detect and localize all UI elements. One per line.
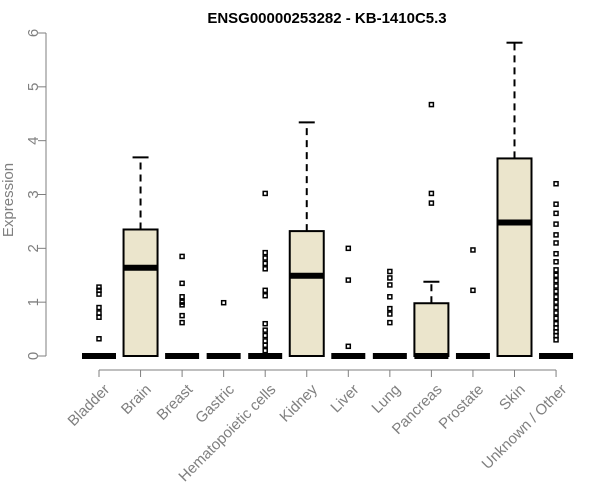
outlier-point [553,315,559,322]
y-tick-label: 0 [25,352,42,360]
outlier-point [553,320,559,327]
outlier-point [179,280,185,287]
box [413,302,450,358]
outlier-point [553,310,559,316]
outlier-point [387,294,393,300]
outlier-point [262,190,268,197]
outlier-point [179,253,185,260]
outlier-point [96,336,102,342]
x-tick-label: Prostate [436,381,488,433]
outlier-point [387,275,393,281]
outlier-point [553,299,559,305]
outlier-point [428,190,435,197]
outlier-point [387,305,393,312]
outlier-point [262,292,268,299]
outlier-point [553,304,559,311]
outlier-point [262,327,268,333]
outlier-point [553,259,559,265]
outlier-point [262,249,268,256]
x-tick-label: Liver [327,381,362,416]
y-tick-label: 6 [25,29,42,37]
box-group-pancreas [413,101,450,359]
outlier-point [553,232,559,238]
box-group-unknown-other [539,180,574,359]
box [496,157,533,357]
outlier-point [553,337,559,343]
box-group-lung [372,268,407,359]
outlier-point [387,268,393,275]
outlier-point [553,283,559,289]
outlier-point [262,255,268,261]
box-group-kidney [288,121,325,358]
outlier-point [262,287,268,294]
y-tick-label: 1 [25,298,42,306]
outlier-point [345,277,352,283]
y-axis: 0 1 2 3 4 5 6 [25,29,47,360]
box-group-gastric [206,299,241,359]
y-tick-label: 5 [25,83,42,91]
outlier-point [345,245,352,252]
outlier-point [553,294,559,300]
x-tick-label: Kidney [276,381,321,426]
outlier-point [179,312,185,319]
outlier-point [470,287,476,294]
outlier-point [553,201,559,207]
box-group-prostate [455,247,490,359]
outlier-point [553,180,559,187]
outlier-point [428,200,435,206]
box-group-breast [165,253,200,359]
box-group-hematopoietic-cells [248,190,283,359]
outlier-point [387,311,393,317]
outlier-point [96,314,102,320]
x-tick-label: Lung [368,381,404,417]
outlier-point [553,240,559,246]
outlier-point [96,287,102,294]
x-tick-label: Bladder [65,381,114,430]
outlier-point [96,284,102,290]
outlier-point [470,247,476,253]
y-tick-label: 3 [25,190,42,198]
outlier-point [553,221,559,227]
chart-title: ENSG00000253282 - KB-1410C5.3 [207,10,446,27]
outlier-point [262,260,268,267]
x-tick-label: Brain [118,381,155,418]
box [122,228,159,357]
y-tick-label: 4 [25,136,42,144]
y-tick-label: 2 [25,244,42,252]
outlier-point [553,272,559,278]
outlier-point [553,210,559,217]
outlier-point [262,266,268,272]
outlier-point [262,347,268,354]
outlier-point [262,320,268,327]
box-group-bladder [82,284,116,359]
x-tick-label: Breast [154,381,197,424]
outlier-point [553,325,559,331]
outlier-point [262,332,268,339]
outlier-point [387,282,393,288]
outlier-point [179,294,185,300]
outlier-point [553,288,559,295]
box-group-brain [122,156,159,357]
outlier-point [553,267,559,273]
outlier-point [96,304,102,311]
outlier-point [553,277,559,284]
y-axis-label: Expression [0,163,17,237]
box-group-skin [496,41,533,357]
outlier-point [428,101,435,108]
outlier-point [262,342,268,348]
outlier-point [96,310,102,316]
outlier-point [387,319,393,326]
plot-area [82,41,574,359]
outlier-point [179,319,185,326]
outlier-point [179,299,185,305]
outlier-point [553,250,559,257]
outlier-point [262,338,268,344]
x-tick-label: Skin [496,381,529,414]
box-group-liver [331,245,366,359]
outlier-point [345,343,352,350]
box [288,230,325,358]
outlier-point [220,299,227,306]
